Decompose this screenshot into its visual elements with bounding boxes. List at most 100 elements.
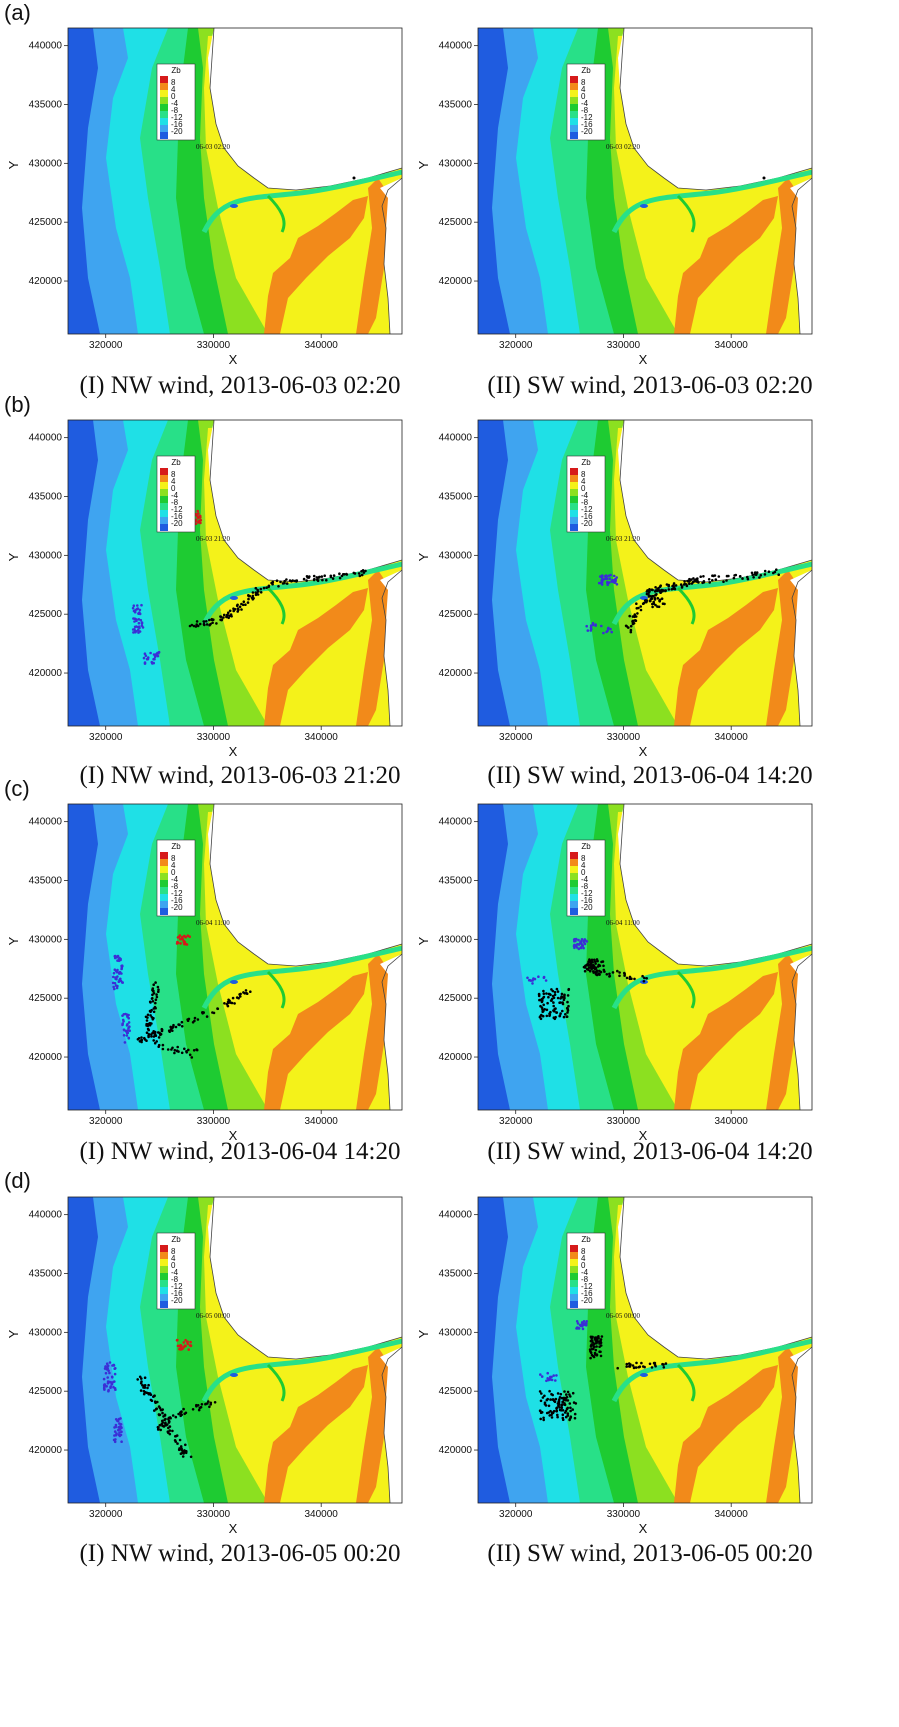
oil-trail-particle [227,616,230,620]
oil-patch-particle [650,588,654,591]
beached-oil-west-particle [545,1379,548,1383]
legend-value: 0 [581,868,586,877]
oil-trail-particle [674,584,678,587]
oil-trail-lower-particle [150,1022,153,1025]
beached-oil-west-particle [555,1374,558,1377]
oil-cloud-south-particle [566,1007,570,1011]
legend-value: -20 [171,519,183,528]
legend-swatch [160,894,168,901]
oil-trail-lower-particle [153,1032,157,1035]
oil-trail-particle [711,579,714,582]
beached-oil-south-particle [594,623,597,626]
oil-trail-west-particle [176,1442,179,1445]
beached-oil-west [111,954,124,991]
oil-patch-north-particle [596,965,600,968]
oil-trail-particle [246,601,250,604]
oil-trail-west-particle [166,1430,170,1433]
x-tick-label: 330000 [197,340,231,351]
shoal-east-2 [356,954,390,1110]
beached-oil-south-particle [157,652,160,655]
oil-trail-particle [727,574,730,578]
oil-cloud-south-particle [548,1389,551,1393]
beached-oil-north-particle [608,577,611,580]
oil-cloud-south-particle [552,1001,555,1004]
beached-oil-west-particle [120,964,124,967]
plot-area: 320000 330000 340000 440000 435000 430000 4250… [6,27,403,367]
oil-trail-particle [717,575,721,578]
oil-cloud-south [538,1389,578,1422]
oil-trail-particle [635,1361,638,1365]
caption-d-II: (II) SW wind, 2013-06-05 00:20 [487,1540,813,1567]
beached-oil-west-particle [114,1388,117,1391]
oil-cloud-south-particle [556,990,560,993]
beached-oil-north [597,573,619,587]
oil-patch-north-particle [587,963,590,966]
oil-trail-lower-particle [150,1016,154,1019]
oil-trail-lower-particle [153,1041,157,1045]
x-tick-label: 340000 [305,1509,339,1520]
oil-cloud-south-particle [560,1406,564,1410]
oil-patch-north-particle [595,958,599,961]
beached-oil-west [102,1361,117,1393]
legend-swatch [570,524,578,531]
legend-value: 0 [581,92,586,101]
beached-oil-west-particle [550,1378,554,1382]
plot-frame [477,27,813,335]
oil-trail-west-particle [154,1401,157,1404]
beached-oil-west-particle [113,987,116,991]
oil-trail-lower-particle [155,995,159,999]
oil-trail-particle [321,578,324,582]
oil-trail-particle [775,568,778,571]
beached-oil-west-particle [107,1369,110,1372]
oil-cloud-south-particle [542,1003,545,1007]
oil-red-patch-particle [184,1338,187,1342]
oil-trail-mid-particle [191,1408,195,1411]
oil-trail-particle [265,586,268,589]
oil-red-patch-particle [196,509,199,513]
beached-oil-south [121,1012,131,1044]
time-stamp: 06-03 21:20 [196,535,231,543]
beached-oil-west-particle [113,1380,116,1383]
beached-oil-north-particle [575,1326,579,1329]
oil-trail-particle [228,609,232,613]
beached-oil-west-particle [550,1375,553,1379]
oil-trail-particle [627,626,630,629]
side-channel [266,586,286,625]
legend-swatch [570,901,578,908]
oil-trail-lower-particle [180,1051,184,1055]
legend-swatch [570,468,578,475]
oil-cloud-south-particle [539,1417,542,1421]
oil-trail-upper-particle [237,996,240,1000]
oil-cloud-south-particle [553,990,557,994]
shoal-east [674,1365,778,1503]
beached-oil-north-particle [572,944,576,948]
y-tick-label: 425000 [29,217,63,228]
shoal-east-2 [356,178,390,334]
legend-value: -12 [581,113,593,122]
oil-trail-west-particle [143,1376,147,1379]
oil-cloud-south-particle [548,1014,551,1018]
oil-trail-west-particle [184,1450,188,1453]
beached-oil-south-particle [122,1034,126,1037]
beached-oil-west-particle [111,981,115,985]
oil-trail-particle [643,976,646,980]
oil-trail-lower-particle [188,1053,192,1057]
oil-patch-particle [647,592,650,596]
oil-trail-upper-particle [239,995,242,998]
legend-swatch [570,97,578,104]
land-north [618,1197,812,1359]
beached-oil-south-particle [125,1034,129,1037]
legend-value: 8 [171,78,176,87]
legend-value: -20 [581,1296,593,1305]
oil-trail-west-particle [168,1429,172,1432]
legend-swatch [160,859,168,866]
oil-trail-west-particle [139,1381,143,1385]
oil-trail-particle [277,585,280,588]
beached-oil-west-particle [138,612,142,616]
x-tick-label: 340000 [305,1116,339,1127]
oil-trail-particle [323,574,326,577]
oil-trail-particle [680,586,684,589]
oil-patch-north-particle [595,1345,598,1348]
oil-patch-north-particle [588,969,592,973]
oil-patch-north-particle [594,967,598,970]
